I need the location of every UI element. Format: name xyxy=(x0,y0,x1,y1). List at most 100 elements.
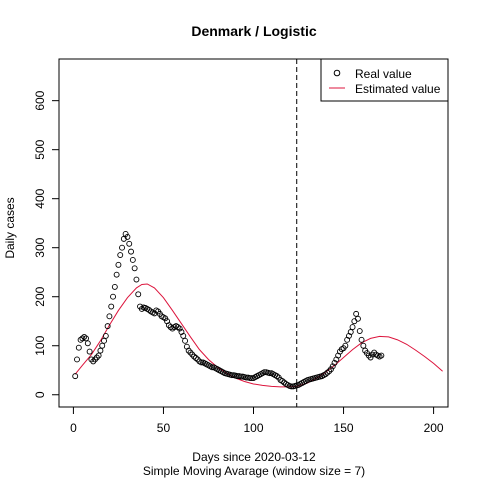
real-value-point xyxy=(77,336,84,343)
real-value-point xyxy=(273,373,280,380)
chart-marks xyxy=(72,59,443,407)
real-value-point xyxy=(84,340,91,347)
real-value-point xyxy=(279,378,286,384)
real-value-point xyxy=(349,324,356,331)
real-value-point xyxy=(113,271,120,278)
real-value-point xyxy=(198,359,205,366)
real-value-point xyxy=(353,310,360,317)
real-value-point xyxy=(88,356,95,363)
real-value-point xyxy=(378,352,385,359)
real-value-point xyxy=(360,342,367,349)
x-axis-subtitle: Simple Moving Avarage (window size = 7) xyxy=(143,464,365,478)
real-value-point xyxy=(322,371,329,378)
x-tick-label: 50 xyxy=(157,421,171,435)
real-value-point xyxy=(182,337,189,344)
real-value-point xyxy=(110,293,116,300)
real-value-point xyxy=(108,303,115,310)
real-value-point xyxy=(326,368,333,375)
real-value-point xyxy=(104,323,111,330)
real-value-point xyxy=(124,233,131,240)
real-value-point xyxy=(194,356,201,363)
real-value-point xyxy=(367,354,374,361)
y-tick-label: 500 xyxy=(33,139,47,159)
real-value-point xyxy=(248,375,255,382)
x-axis-label: Days since 2020-03-12 xyxy=(192,450,316,464)
real-value-point xyxy=(131,265,138,272)
real-value-point xyxy=(86,348,93,355)
real-value-point xyxy=(122,231,129,237)
real-value-point xyxy=(119,244,125,251)
real-value-point xyxy=(342,342,349,349)
real-value-point xyxy=(261,369,268,376)
real-value-point xyxy=(167,324,174,331)
real-value-point xyxy=(92,356,98,363)
real-value-point xyxy=(331,359,338,366)
real-value-point xyxy=(102,332,109,339)
real-value-point xyxy=(74,356,80,363)
real-value-point xyxy=(90,358,97,365)
real-value-point xyxy=(237,373,244,380)
legend-box xyxy=(320,58,449,102)
real-value-point xyxy=(129,257,136,263)
real-value-point xyxy=(75,344,82,351)
real-value-point xyxy=(327,366,334,373)
plot-frame xyxy=(58,58,449,408)
x-tick-label: 0 xyxy=(70,421,77,435)
real-value-point xyxy=(324,369,331,376)
legend: Real value Estimated value xyxy=(320,58,449,102)
real-value-point xyxy=(81,333,88,340)
real-value-point xyxy=(176,325,183,332)
real-value-point xyxy=(365,352,372,359)
real-value-point xyxy=(117,252,124,259)
x-tick-label: 200 xyxy=(424,421,444,435)
y-axis-label: Daily cases xyxy=(3,197,17,258)
y-tick-label: 100 xyxy=(33,335,47,355)
real-value-point xyxy=(128,248,134,255)
y-tick-label: 600 xyxy=(33,90,47,110)
real-value-point xyxy=(191,353,198,360)
real-value-point xyxy=(329,363,336,370)
estimated-value-line xyxy=(74,283,443,388)
real-value-point xyxy=(165,322,172,329)
real-value-point xyxy=(72,373,79,380)
real-value-point xyxy=(246,375,253,382)
real-value-point xyxy=(99,342,106,349)
real-value-point xyxy=(83,335,89,342)
real-value-point xyxy=(209,364,216,371)
real-value-point xyxy=(351,318,358,325)
real-value-point xyxy=(371,349,378,356)
real-value-point xyxy=(189,351,196,358)
real-value-point xyxy=(266,370,273,377)
y-tick-label: 400 xyxy=(33,188,47,208)
real-value-point xyxy=(174,324,181,331)
real-value-point xyxy=(93,354,100,361)
real-value-point xyxy=(111,283,118,290)
legend-symbol-real xyxy=(333,69,341,77)
real-value-point xyxy=(126,240,133,247)
real-value-point xyxy=(355,315,361,322)
real-value-point xyxy=(347,329,354,335)
real-value-point xyxy=(192,355,199,361)
real-value-point xyxy=(356,328,363,334)
real-value-point xyxy=(358,336,365,343)
real-value-point xyxy=(228,372,235,379)
real-value-point xyxy=(180,332,187,339)
x-axis: 0 50 100 150 200 xyxy=(70,406,444,435)
legend-label-real: Real value xyxy=(355,67,412,81)
legend-label-estimated: Estimated value xyxy=(355,82,441,96)
real-value-point xyxy=(162,315,169,322)
y-tick-label: 300 xyxy=(33,237,47,257)
real-value-point xyxy=(288,383,295,390)
real-value-point xyxy=(101,337,107,344)
y-tick-label: 200 xyxy=(33,286,47,306)
y-axis: 0 100 200 300 400 500 600 xyxy=(33,90,60,398)
real-value-point xyxy=(97,347,104,354)
y-tick-label: 0 xyxy=(33,391,47,398)
x-tick-label: 100 xyxy=(243,421,263,435)
real-value-point xyxy=(369,351,376,358)
real-value-point xyxy=(185,347,192,354)
chart-title: Denmark / Logistic xyxy=(191,23,316,39)
real-value-point xyxy=(115,261,122,268)
